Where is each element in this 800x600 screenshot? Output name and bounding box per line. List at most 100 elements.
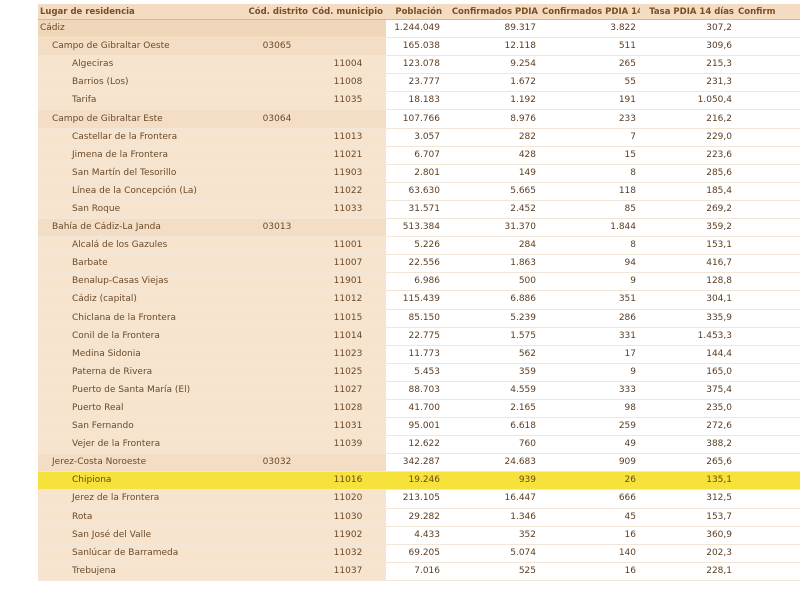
row-confirmados-14: 98 [540, 399, 640, 419]
row-name: Vejer de la Frontera [38, 435, 244, 455]
table-row[interactable]: Paterna de Rivera 11025 5.453 359 9 165,0 [38, 363, 800, 382]
row-confirm-cut [736, 309, 800, 328]
row-poblacion: 22.556 [386, 254, 444, 274]
table-row[interactable]: San Fernando 11031 95.001 6.618 259 272,6 [38, 417, 800, 437]
row-confirm-cut [736, 19, 800, 39]
row-municipio [310, 453, 386, 473]
row-name: Tarifa [38, 91, 244, 111]
row-confirmados: 24.683 [444, 453, 540, 473]
row-name: Chipiona [38, 471, 244, 491]
row-municipio: 11001 [310, 236, 386, 256]
row-poblacion: 19.246 [386, 471, 444, 491]
row-distrito [244, 435, 310, 455]
row-confirmados-14: 55 [540, 73, 640, 93]
row-name: Cádiz [38, 19, 244, 39]
row-confirmados-14: 1.844 [540, 218, 640, 238]
row-name: Cádiz (capital) [38, 290, 244, 310]
table-row[interactable]: Rota 11030 29.282 1.346 45 153,7 [38, 508, 800, 527]
table-row[interactable]: Cádiz 1.244.049 89.317 3.822 307,2 [38, 19, 800, 39]
row-poblacion: 1.244.049 [386, 19, 444, 39]
table-row[interactable]: Chiclana de la Frontera 11015 85.150 5.239 2… [38, 309, 800, 328]
table-row[interactable]: Tarifa 11035 18.183 1.192 191 1.050,4 [38, 91, 800, 111]
table-row[interactable]: Conil de la Frontera 11014 22.775 1.575 331 1… [38, 327, 800, 346]
table-row[interactable]: Línea de la Concepción (La) 11022 63.630 5.… [38, 182, 800, 201]
row-confirmados-14: 331 [540, 327, 640, 346]
table-row[interactable]: Campo de Gibraltar Oeste 03065 165.038 12.1… [38, 37, 800, 57]
table-row[interactable]: Algeciras 11004 123.078 9.254 265 215,3 [38, 55, 800, 75]
row-confirm-cut [736, 182, 800, 201]
row-confirmados: 1.672 [444, 73, 540, 93]
row-poblacion: 11.773 [386, 345, 444, 364]
row-confirmados: 352 [444, 526, 540, 545]
row-distrito [244, 19, 310, 39]
row-municipio: 11030 [310, 508, 386, 527]
table-row[interactable]: Alcalá de los Gazules 11001 5.226 284 8 153,1 [38, 236, 800, 256]
row-distrito [244, 290, 310, 310]
table-row[interactable]: San Roque 11033 31.571 2.452 85 269,2 [38, 200, 800, 220]
table-row[interactable]: Puerto de Santa María (El) 11027 88.703 4.5… [38, 381, 800, 400]
row-distrito [244, 146, 310, 165]
header-municipio[interactable]: Cód. municipio [310, 4, 386, 20]
table-row[interactable]: San Martín del Tesorillo 11903 2.801 149 8 28… [38, 164, 800, 183]
row-name: Alcalá de los Gazules [38, 236, 244, 256]
row-tasa-14: 144,4 [640, 345, 736, 364]
header-confirmados[interactable]: Confirmados PDIA [444, 4, 540, 20]
header-tasa-14[interactable]: Tasa PDIA 14 días [640, 4, 736, 20]
row-name: Rota [38, 508, 244, 527]
row-confirm-cut [736, 417, 800, 437]
row-municipio: 11004 [310, 55, 386, 75]
row-poblacion: 513.384 [386, 218, 444, 238]
row-poblacion: 41.700 [386, 399, 444, 419]
row-confirmados-14: 118 [540, 182, 640, 201]
table-row[interactable]: Benalup-Casas Viejas 11901 6.986 500 9 128,8 [38, 272, 800, 292]
table-row[interactable]: Vejer de la Frontera 11039 12.622 760 49 388,… [38, 435, 800, 455]
row-distrito [244, 399, 310, 419]
row-name: Barrios (Los) [38, 73, 244, 93]
header-poblacion[interactable]: Población [386, 4, 444, 20]
table-row[interactable]: Jerez de la Frontera 11020 213.105 16.447 66… [38, 489, 800, 509]
table-row[interactable]: Jimena de la Frontera 11021 6.707 428 15 223,… [38, 146, 800, 165]
row-confirm-cut [736, 236, 800, 256]
table-row[interactable]: San José del Valle 11902 4.433 352 16 360,9 [38, 526, 800, 545]
row-poblacion: 31.571 [386, 200, 444, 220]
row-tasa-14: 312,5 [640, 489, 736, 509]
header-distrito[interactable]: Cód. distrito [244, 4, 310, 20]
row-confirmados-14: 15 [540, 146, 640, 165]
table-row[interactable]: Medina Sidonia 11023 11.773 562 17 144,4 [38, 345, 800, 364]
table-row-selected[interactable]: Chipiona 11016 19.246 939 26 135,1 [38, 471, 800, 491]
row-poblacion: 6.707 [386, 146, 444, 165]
row-tasa-14: 153,1 [640, 236, 736, 256]
row-poblacion: 95.001 [386, 417, 444, 437]
table-row[interactable]: Trebujena 11037 7.016 525 16 228,1 [38, 562, 800, 581]
row-poblacion: 2.801 [386, 164, 444, 183]
row-municipio: 11023 [310, 345, 386, 364]
table-row[interactable]: Castellar de la Frontera 11013 3.057 282 7 22… [38, 128, 800, 147]
table-row[interactable]: Sanlúcar de Barrameda 11032 69.205 5.074 140… [38, 544, 800, 563]
row-name: San José del Valle [38, 526, 244, 545]
row-confirmados-14: 191 [540, 91, 640, 111]
table-row[interactable]: Barbate 11007 22.556 1.863 94 416,7 [38, 254, 800, 274]
row-confirm-cut [736, 272, 800, 292]
row-confirmados: 16.447 [444, 489, 540, 509]
row-tasa-14: 165,0 [640, 363, 736, 382]
row-municipio: 11008 [310, 73, 386, 93]
table-row[interactable]: Campo de Gibraltar Este 03064 107.766 8.976… [38, 109, 800, 129]
row-name: Campo de Gibraltar Este [38, 109, 244, 129]
header-confirmados-14[interactable]: Confirmados PDIA 14 días [540, 4, 640, 20]
table-row[interactable]: Cádiz (capital) 11012 115.439 6.886 351 304,1 [38, 290, 800, 310]
row-poblacion: 7.016 [386, 562, 444, 581]
row-confirmados-14: 9 [540, 272, 640, 292]
covid-data-table: Lugar de residencia Cód. distrito Cód. m… [38, 4, 800, 581]
row-tasa-14: 360,9 [640, 526, 736, 545]
row-confirmados-14: 8 [540, 236, 640, 256]
row-municipio: 11028 [310, 399, 386, 419]
row-poblacion: 18.183 [386, 91, 444, 111]
row-confirm-cut [736, 109, 800, 129]
table-row[interactable]: Bahía de Cádiz-La Janda 03013 513.384 31.37… [38, 218, 800, 238]
table-row[interactable]: Barrios (Los) 11008 23.777 1.672 55 231,3 [38, 73, 800, 93]
header-confirm-cut[interactable]: Confirm [736, 4, 800, 20]
header-lugar[interactable]: Lugar de residencia [38, 4, 244, 20]
table-row[interactable]: Jerez-Costa Noroeste 03032 342.287 24.683 90… [38, 453, 800, 473]
table-row[interactable]: Puerto Real 11028 41.700 2.165 98 235,0 [38, 399, 800, 419]
row-distrito [244, 562, 310, 581]
